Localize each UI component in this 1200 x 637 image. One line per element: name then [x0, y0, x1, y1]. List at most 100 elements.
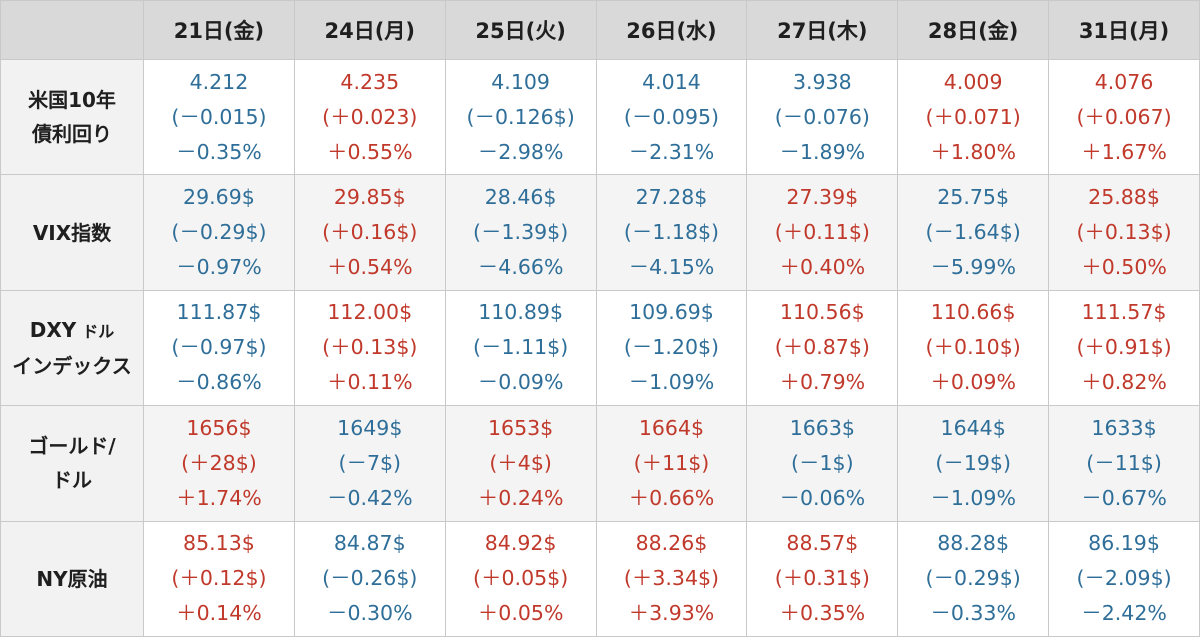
cell-value: 1644$ — [940, 415, 1006, 440]
cell-change: (－0.97$) — [171, 335, 267, 360]
data-cell: 4.212 (－0.015) －0.35% — [143, 58, 295, 176]
cell-change: (＋0.067) — [1076, 104, 1172, 129]
cell-value: 1656$ — [186, 415, 252, 440]
day-header: 26日(水) — [595, 0, 748, 60]
cell-value: 110.66$ — [930, 300, 1016, 325]
data-cell: 109.69$ (－1.20$) －1.09% — [595, 289, 748, 407]
day-header: 28日(金) — [897, 0, 1050, 60]
data-cell: 110.89$ (－1.11$) －0.09% — [444, 289, 597, 407]
cell-change: (＋0.13$) — [1076, 220, 1172, 245]
cell-change: (＋0.10$) — [925, 335, 1021, 360]
cell-change: (－0.29$) — [925, 566, 1021, 591]
cell-percent: ＋0.50% — [1081, 255, 1167, 280]
cell-value: 1653$ — [488, 415, 554, 440]
row-label-line: NY原油 — [1, 562, 143, 596]
corner-cell — [0, 0, 144, 60]
data-cell: 110.56$ (＋0.87$) ＋0.79% — [746, 289, 899, 407]
data-cell: 3.938 (－0.076) －1.89% — [746, 58, 899, 176]
data-cell: 1664$ (＋11$) ＋0.66% — [595, 405, 748, 522]
cell-value: 111.57$ — [1081, 300, 1167, 325]
data-cell: 25.75$ (－1.64$) －5.99% — [897, 174, 1050, 291]
data-cell: 4.076 (＋0.067) ＋1.67% — [1048, 58, 1200, 176]
data-cell: 25.88$ (＋0.13$) ＋0.50% — [1048, 174, 1200, 291]
cell-value: 4.009 — [943, 69, 1003, 94]
cell-change: (＋11$) — [633, 450, 710, 475]
data-cell: 29.69$ (－0.29$) －0.97% — [143, 174, 295, 291]
cell-percent: ＋0.11% — [326, 370, 413, 395]
cell-value: 28.46$ — [484, 185, 557, 210]
table-row: VIX指数 29.69$ (－0.29$) －0.97% 29.85$ (＋0.16$) ＋… — [0, 174, 1200, 291]
cell-value: 1649$ — [337, 415, 403, 440]
cell-percent: －4.15% — [628, 255, 715, 280]
cell-percent: －0.09% — [477, 370, 564, 395]
cell-change: (－1.64$) — [925, 220, 1021, 245]
table-row: NY原油 85.13$ (＋0.12$) ＋0.14% 84.87$ (－0.26$) －0… — [0, 520, 1200, 637]
table-row: 米国10年 債利回り 4.212 (－0.015) －0.35% 4.235 (＋0.023… — [0, 58, 1200, 176]
cell-change: (－2.09$) — [1076, 566, 1172, 591]
cell-percent: －4.66% — [477, 255, 564, 280]
table-row: ゴールド/ドル 1656$ (＋28$) ＋1.74% 1649$ (－7$) －0.42%… — [0, 405, 1200, 522]
cell-value: 4.235 — [340, 69, 400, 94]
cell-percent: ＋0.40% — [779, 255, 866, 280]
row-label-line: 債利回り — [1, 117, 143, 151]
cell-change: (＋0.05$) — [473, 566, 569, 591]
row-label-text: ドル — [52, 468, 92, 493]
cell-change: (＋0.12$) — [171, 566, 267, 591]
cell-percent: －2.98% — [477, 139, 564, 164]
cell-value: 1663$ — [789, 415, 855, 440]
data-cell: 86.19$ (－2.09$) －2.42% — [1048, 520, 1200, 637]
cell-percent: ＋0.66% — [628, 485, 715, 510]
cell-percent: ＋0.05% — [477, 601, 564, 626]
data-cell: 85.13$ (＋0.12$) ＋0.14% — [143, 520, 295, 637]
data-cell: 111.87$ (－0.97$) －0.86% — [143, 289, 295, 407]
cell-change: (－0.095) — [623, 104, 720, 129]
cell-percent: －5.99% — [930, 255, 1016, 280]
data-cell: 27.39$ (＋0.11$) ＋0.40% — [746, 174, 899, 291]
row-label-text: NY原油 — [36, 566, 108, 591]
data-cell: 1644$ (－19$) －1.09% — [897, 405, 1050, 522]
cell-percent: ＋0.79% — [779, 370, 866, 395]
data-cell: 4.235 (＋0.023) ＋0.55% — [293, 58, 446, 176]
cell-percent: ＋1.74% — [176, 485, 262, 510]
cell-percent: －1.89% — [779, 139, 866, 164]
cell-percent: ＋3.93% — [628, 601, 715, 626]
cell-value: 3.938 — [792, 69, 852, 94]
data-cell: 111.57$ (＋0.91$) ＋0.82% — [1048, 289, 1200, 407]
row-label-line: 米国10年 — [1, 83, 143, 117]
cell-value: 84.92$ — [484, 531, 557, 556]
cell-percent: －0.06% — [779, 485, 866, 510]
row-label: ゴールド/ドル — [0, 405, 144, 522]
cell-change: (－1.18$) — [623, 220, 720, 245]
day-header: 31日(月) — [1048, 0, 1200, 60]
cell-percent: －2.42% — [1081, 601, 1167, 626]
cell-percent: －2.31% — [628, 139, 715, 164]
cell-value: 88.28$ — [937, 531, 1009, 556]
row-label-suffix: ドル — [82, 321, 115, 341]
row-label-text: 債利回り — [32, 122, 112, 147]
data-cell: 112.00$ (＋0.13$) ＋0.11% — [293, 289, 446, 407]
row-label-line: ゴールド/ — [1, 429, 143, 463]
cell-percent: ＋0.09% — [930, 370, 1016, 395]
cell-change: (＋0.13$) — [322, 335, 418, 360]
cell-change: (＋3.34$) — [623, 566, 720, 591]
cell-value: 27.39$ — [786, 185, 859, 210]
cell-value: 29.69$ — [183, 185, 255, 210]
cell-value: 86.19$ — [1088, 531, 1160, 556]
cell-value: 110.89$ — [478, 300, 563, 325]
cell-value: 88.57$ — [786, 531, 859, 556]
cell-change: (－0.26$) — [322, 566, 418, 591]
cell-change: (＋0.31$) — [774, 566, 870, 591]
row-label: 米国10年債利回り — [0, 58, 144, 176]
cell-change: (＋0.87$) — [774, 335, 870, 360]
cell-change: (＋0.16$) — [322, 220, 418, 245]
cell-percent: ＋0.82% — [1081, 370, 1167, 395]
day-header: 27日(木) — [746, 0, 899, 60]
data-cell: 1653$ (＋4$) ＋0.24% — [444, 405, 597, 522]
cell-percent: －0.97% — [176, 255, 262, 280]
cell-percent: －0.67% — [1081, 485, 1167, 510]
table-body: 米国10年 債利回り 4.212 (－0.015) －0.35% 4.235 (＋0.023… — [0, 58, 1200, 637]
data-cell: 4.014 (－0.095) －2.31% — [595, 58, 748, 176]
cell-change: (－0.29$) — [171, 220, 267, 245]
data-cell: 4.109 (－0.126$) －2.98% — [444, 58, 597, 176]
